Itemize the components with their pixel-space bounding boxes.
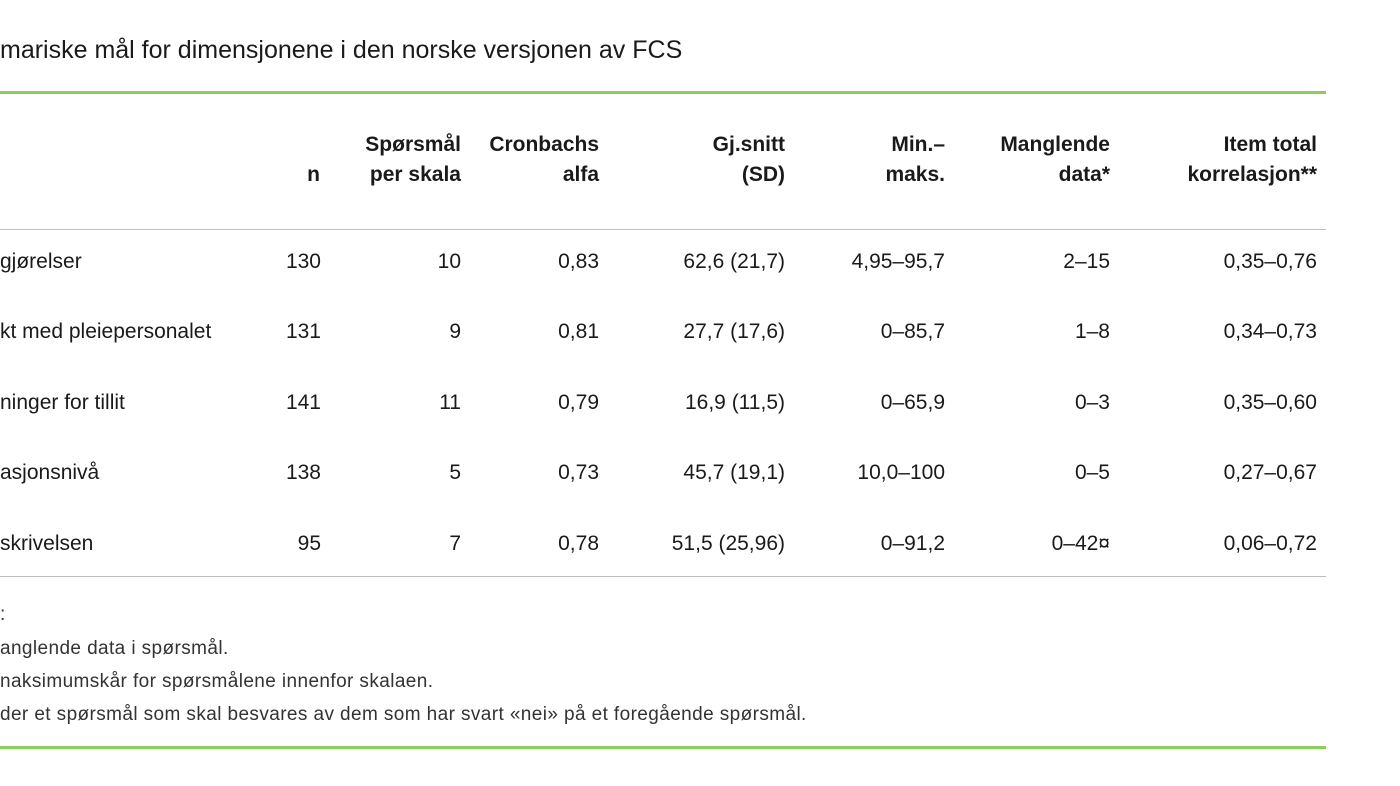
cell-mean: 16,9 (11,5) xyxy=(684,391,785,414)
cell-alpha: 0,73 xyxy=(558,461,599,484)
row-label: kt med pleiepersonalet xyxy=(0,320,212,343)
cell-mean: 62,6 (21,7) xyxy=(683,250,785,273)
footnote-missing-data: anglende data i spørsmål. xyxy=(0,638,229,659)
header-n: n xyxy=(307,163,320,186)
cell-minmax: 10,0–100 xyxy=(857,461,945,484)
cell-alpha: 0,81 xyxy=(558,320,599,343)
cell-mean: 51,5 (25,96) xyxy=(671,532,785,555)
footnote-item-total: naksimumskår for spørsmålene innenfor sk… xyxy=(0,671,434,692)
cell-n: 141 xyxy=(285,391,321,414)
cell-questions: 10 xyxy=(437,250,461,273)
table-row: asjonsnivå 138 5 0,73 45,7 (19,1) 10,0–1… xyxy=(0,453,1326,493)
row-label: gjørelser xyxy=(0,250,82,273)
header-min-max: Min.– maks. xyxy=(885,133,945,186)
cell-missing: 1–8 xyxy=(1074,320,1110,343)
table-row: gjørelser 130 10 0,83 62,6 (21,7) 4,95–9… xyxy=(0,242,1326,282)
table-row: kt med pleiepersonalet 131 9 0,81 27,7 (… xyxy=(0,312,1326,352)
table-row: skrivelsen 95 7 0,78 51,5 (25,96) 0–91,2… xyxy=(0,524,1326,564)
header-questions-per-scale: Spørsmål per skala xyxy=(365,133,461,186)
cell-itemtotal: 0,06–0,72 xyxy=(1223,532,1317,555)
cell-missing: 2–15 xyxy=(1063,250,1110,273)
cell-minmax: 0–91,2 xyxy=(880,532,945,555)
cell-itemtotal: 0,35–0,60 xyxy=(1223,391,1317,414)
cell-minmax: 0–85,7 xyxy=(880,320,945,343)
cell-itemtotal: 0,35–0,76 xyxy=(1223,250,1317,273)
header-divider xyxy=(0,229,1326,230)
header-missing-data: Manglende data* xyxy=(1000,133,1110,186)
cell-missing: 0–3 xyxy=(1074,391,1110,414)
table-row: ninger for tillit 141 11 0,79 16,9 (11,5… xyxy=(0,383,1326,423)
cell-mean: 45,7 (19,1) xyxy=(683,461,785,484)
cell-questions: 5 xyxy=(449,461,461,484)
cell-minmax: 4,95–95,7 xyxy=(851,250,945,273)
header-mean-sd: Gj.snitt (SD) xyxy=(712,133,785,186)
row-label: skrivelsen xyxy=(0,532,94,555)
table-bottom-divider xyxy=(0,576,1326,577)
cell-questions: 7 xyxy=(449,532,461,555)
cell-questions: 11 xyxy=(439,391,461,414)
cell-n: 95 xyxy=(297,532,321,555)
cell-missing: 0–42¤ xyxy=(1051,532,1110,555)
cell-alpha: 0,83 xyxy=(558,250,599,273)
row-label: ninger for tillit xyxy=(0,391,125,414)
cell-questions: 9 xyxy=(449,320,461,343)
bottom-rule xyxy=(0,746,1326,749)
top-rule xyxy=(0,91,1326,94)
table-title: mariske mål for dimensjonene i den norsk… xyxy=(0,36,683,64)
header-cronbachs-alpha: Cronbachs alfa xyxy=(489,133,599,186)
cell-missing: 0–5 xyxy=(1074,461,1110,484)
footnote-conditional-question: der et spørsmål som skal besvares av dem… xyxy=(0,704,807,725)
cell-n: 138 xyxy=(285,461,321,484)
footnote-heading: : xyxy=(0,604,6,625)
cell-n: 131 xyxy=(285,320,321,343)
cell-itemtotal: 0,34–0,73 xyxy=(1223,320,1317,343)
cell-n: 130 xyxy=(285,250,321,273)
cell-itemtotal: 0,27–0,67 xyxy=(1223,461,1317,484)
cell-mean: 27,7 (17,6) xyxy=(683,320,785,343)
header-item-total-correlation: Item total korrelasjon** xyxy=(1187,133,1317,186)
cell-minmax: 0–65,9 xyxy=(880,391,945,414)
cell-alpha: 0,79 xyxy=(558,391,599,414)
cell-alpha: 0,78 xyxy=(558,532,599,555)
row-label: asjonsnivå xyxy=(0,461,100,484)
